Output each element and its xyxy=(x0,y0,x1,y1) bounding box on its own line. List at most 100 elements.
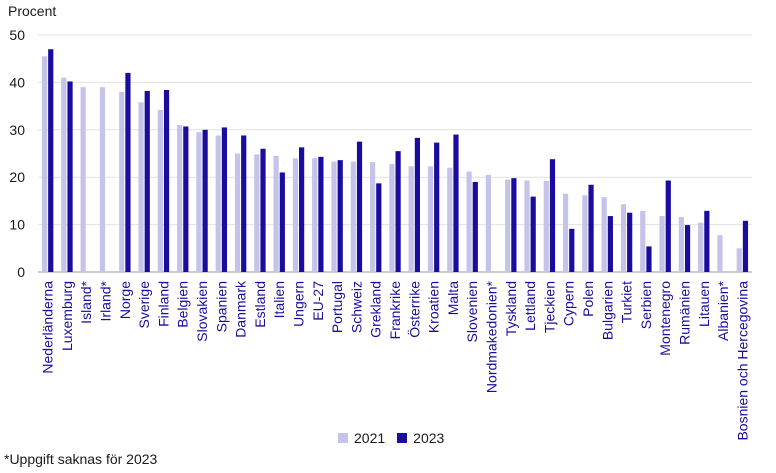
x-tick-label: Nordmakedonien* xyxy=(483,280,499,393)
bar-2021 xyxy=(389,163,395,272)
x-tick-label: Slovenien xyxy=(464,281,480,343)
legend: 2021 2023 xyxy=(338,430,456,446)
x-tick-label: Tjeckien xyxy=(541,281,557,333)
bar-2023 xyxy=(376,183,382,272)
bar-2021 xyxy=(119,91,125,272)
x-tick-label: Schweiz xyxy=(348,281,364,333)
x-tick-label: Malta xyxy=(445,281,461,315)
bar-2021 xyxy=(620,204,627,272)
y-tick-label: 10 xyxy=(9,217,25,233)
bar-2021 xyxy=(312,158,318,272)
bar-2021 xyxy=(524,180,530,272)
y-tick-label: 0 xyxy=(17,264,25,280)
bar-2021 xyxy=(408,166,414,272)
x-tick-label: EU-27 xyxy=(310,281,326,321)
bar-2021 xyxy=(736,248,742,272)
bar-2021 xyxy=(562,193,569,272)
bar-2021 xyxy=(427,166,434,272)
bar-2023 xyxy=(742,220,749,272)
bar-2023 xyxy=(183,126,189,272)
x-tick-label: Belgien xyxy=(175,281,191,328)
footnote: *Uppgift saknas för 2023 xyxy=(4,451,158,467)
bar-2021 xyxy=(698,222,704,272)
bar-2023 xyxy=(569,228,575,272)
bar-2023 xyxy=(241,135,247,272)
bar-2021 xyxy=(80,87,86,272)
bar-2021 xyxy=(292,158,299,272)
x-tick-label: Grekland xyxy=(368,281,384,338)
bar-2021 xyxy=(273,155,279,272)
y-tick-label: 50 xyxy=(9,27,25,43)
legend-swatch-2023 xyxy=(397,433,408,443)
bar-2021 xyxy=(659,216,665,272)
bar-2021 xyxy=(447,167,453,272)
x-tick-label: Frankrike xyxy=(387,281,403,340)
bar-2021 xyxy=(582,195,588,272)
x-tick-label: Serbien xyxy=(638,281,654,329)
legend-label-2021: 2021 xyxy=(354,430,386,446)
bar-2023 xyxy=(337,160,343,272)
x-tick-label: Luxemburg xyxy=(59,281,75,351)
bar-2023 xyxy=(627,212,633,272)
bar-2023 xyxy=(125,72,131,272)
x-tick-label: Bosnien och Hercegovina xyxy=(734,281,750,441)
bar-2023 xyxy=(395,151,401,272)
bar-2023 xyxy=(607,216,613,272)
bar-2023 xyxy=(48,49,54,272)
x-tick-label: Albanien* xyxy=(715,280,731,340)
legend-item-2023: 2023 xyxy=(397,430,444,446)
legend-label-2023: 2023 xyxy=(413,430,445,446)
bar-2021 xyxy=(466,171,472,272)
x-tick-label: Ungern xyxy=(291,281,307,327)
x-tick-label: Cypern xyxy=(561,281,577,326)
x-tick-label: Montenegro xyxy=(657,281,673,356)
bar-2023 xyxy=(511,178,517,272)
y-tick-label: 30 xyxy=(9,122,25,138)
bar-2023 xyxy=(453,134,459,272)
bar-2023 xyxy=(704,210,710,272)
bar-2021 xyxy=(138,102,144,272)
x-tick-label: Irland* xyxy=(98,280,114,321)
bar-2023 xyxy=(67,81,73,272)
bar-2021 xyxy=(234,153,241,272)
x-tick-label: Norge xyxy=(117,281,133,319)
x-tick-label: Litauen xyxy=(696,281,712,327)
bar-2021 xyxy=(350,161,356,272)
bar-2021 xyxy=(640,210,646,272)
x-tick-label: Bulgarien xyxy=(599,281,615,340)
bar-2021 xyxy=(370,162,376,272)
bar-2023 xyxy=(684,225,691,272)
bar-2021 xyxy=(678,217,684,272)
bar-2021 xyxy=(331,161,337,272)
x-tick-label: Finland xyxy=(155,281,171,327)
bar-2021 xyxy=(543,180,549,272)
x-tick-label: Polen xyxy=(580,281,596,317)
bar-2021 xyxy=(41,56,48,272)
bar-2021 xyxy=(505,179,511,272)
legend-item-2021: 2021 xyxy=(338,430,385,446)
bar-2023 xyxy=(144,90,150,273)
bar-2021 xyxy=(157,109,163,272)
x-tick-label: Italien xyxy=(271,281,287,318)
bar-2023 xyxy=(260,148,266,272)
bar-2021 xyxy=(196,132,202,272)
bar-2021 xyxy=(717,235,723,272)
x-tick-label: Portugal xyxy=(329,281,345,333)
bar-2023 xyxy=(665,180,671,272)
bar-2021 xyxy=(254,154,260,272)
x-tick-label: Estland xyxy=(252,281,268,328)
bar-2023 xyxy=(318,156,324,272)
bar-2023 xyxy=(414,137,420,272)
y-tick-label: 20 xyxy=(9,169,25,185)
bar-2023 xyxy=(221,127,228,273)
y-tick-label: 40 xyxy=(9,74,25,90)
x-tick-label: Nederländerna xyxy=(40,281,56,374)
bar-2021 xyxy=(99,87,106,272)
x-tick-label: Sverige xyxy=(136,281,152,329)
x-tick-label: Rumänien xyxy=(676,281,692,345)
x-tick-label: Turkiet xyxy=(619,281,635,323)
bar-2021 xyxy=(177,125,183,272)
bar-2023 xyxy=(530,196,536,272)
bar-2021 xyxy=(215,135,221,272)
